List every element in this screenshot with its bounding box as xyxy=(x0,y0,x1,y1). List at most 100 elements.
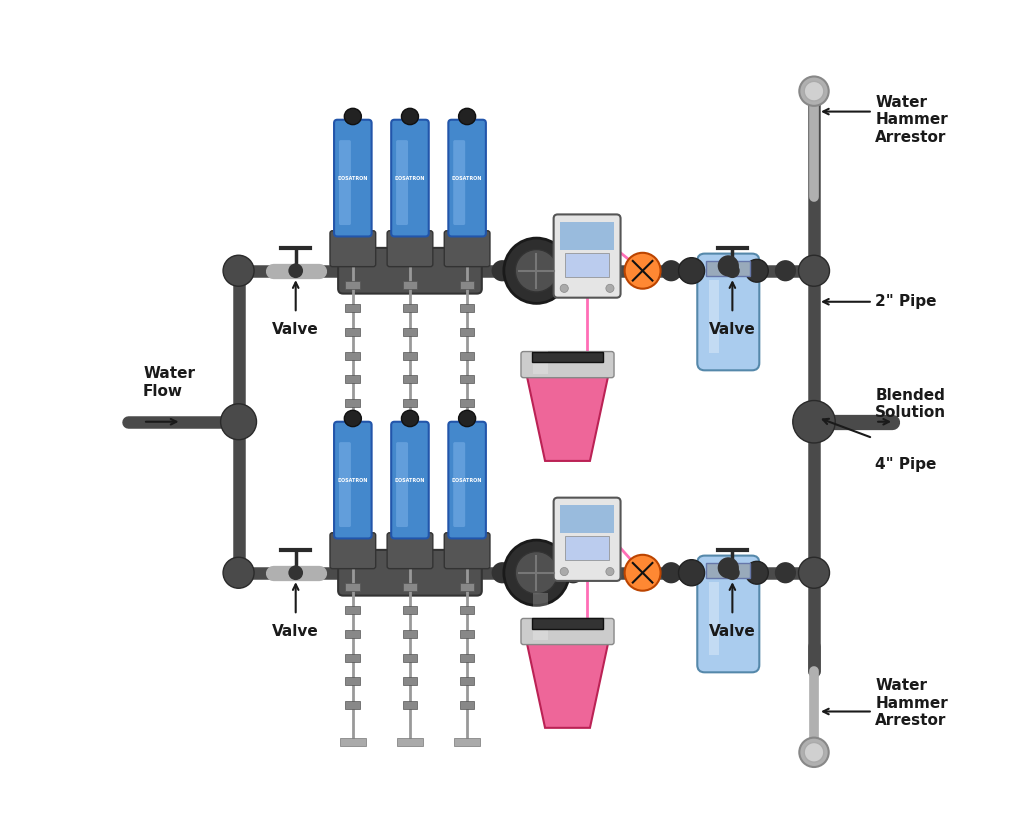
Text: Blended
Solution: Blended Solution xyxy=(876,387,946,420)
Bar xyxy=(340,738,366,746)
FancyBboxPatch shape xyxy=(339,140,351,225)
Ellipse shape xyxy=(459,108,475,124)
Circle shape xyxy=(800,76,828,106)
Bar xyxy=(460,375,474,383)
Circle shape xyxy=(515,250,558,292)
Bar xyxy=(397,436,423,444)
Bar xyxy=(460,304,474,312)
FancyBboxPatch shape xyxy=(330,231,376,267)
Bar xyxy=(460,654,474,662)
Circle shape xyxy=(508,562,529,583)
Circle shape xyxy=(799,557,829,588)
Bar xyxy=(340,436,366,444)
Bar xyxy=(345,281,360,289)
FancyBboxPatch shape xyxy=(521,618,614,645)
Text: DOSATRON: DOSATRON xyxy=(394,175,425,181)
Circle shape xyxy=(677,260,698,282)
FancyBboxPatch shape xyxy=(554,498,621,581)
FancyBboxPatch shape xyxy=(449,120,485,237)
Circle shape xyxy=(492,260,513,282)
Bar xyxy=(402,630,418,638)
Bar xyxy=(534,593,548,640)
Ellipse shape xyxy=(344,410,361,427)
FancyBboxPatch shape xyxy=(454,442,465,527)
Circle shape xyxy=(775,260,796,282)
Bar xyxy=(531,618,603,629)
Bar xyxy=(345,351,360,360)
Circle shape xyxy=(560,284,568,292)
Bar xyxy=(402,399,418,407)
Circle shape xyxy=(562,562,584,583)
Circle shape xyxy=(606,284,614,292)
Bar xyxy=(345,654,360,662)
Circle shape xyxy=(508,260,529,282)
Text: DOSATRON: DOSATRON xyxy=(394,477,425,482)
Ellipse shape xyxy=(401,108,419,124)
Circle shape xyxy=(677,562,698,583)
Bar xyxy=(402,328,418,336)
Bar xyxy=(345,677,360,686)
Circle shape xyxy=(562,260,584,282)
FancyBboxPatch shape xyxy=(334,422,372,538)
Bar xyxy=(460,582,474,590)
FancyBboxPatch shape xyxy=(554,215,621,297)
Bar xyxy=(460,606,474,614)
Bar xyxy=(402,351,418,360)
Bar xyxy=(402,606,418,614)
Bar xyxy=(454,738,480,746)
FancyBboxPatch shape xyxy=(521,351,614,378)
Bar xyxy=(402,654,418,662)
Text: Water
Hammer
Arrestor: Water Hammer Arrestor xyxy=(876,95,948,145)
Circle shape xyxy=(223,557,254,588)
Bar xyxy=(560,505,614,533)
Bar xyxy=(560,222,614,250)
Text: Valve: Valve xyxy=(272,624,319,639)
FancyBboxPatch shape xyxy=(697,555,760,672)
Bar xyxy=(565,253,609,277)
Bar xyxy=(345,399,360,407)
Bar xyxy=(709,280,719,353)
Circle shape xyxy=(799,256,829,287)
Circle shape xyxy=(679,258,705,284)
Circle shape xyxy=(725,264,739,278)
Bar xyxy=(402,677,418,686)
FancyBboxPatch shape xyxy=(454,140,465,225)
Text: Water
Hammer
Arrestor: Water Hammer Arrestor xyxy=(876,678,948,728)
Circle shape xyxy=(679,559,705,586)
Circle shape xyxy=(492,562,513,583)
FancyBboxPatch shape xyxy=(338,550,482,595)
Circle shape xyxy=(800,738,828,767)
Circle shape xyxy=(804,743,823,762)
Polygon shape xyxy=(526,642,608,728)
FancyBboxPatch shape xyxy=(334,120,372,237)
Polygon shape xyxy=(526,375,608,461)
Text: DOSATRON: DOSATRON xyxy=(338,175,368,181)
Bar xyxy=(460,281,474,289)
Bar xyxy=(534,327,548,373)
Circle shape xyxy=(660,562,682,583)
Bar xyxy=(460,701,474,709)
Circle shape xyxy=(504,540,569,605)
FancyBboxPatch shape xyxy=(391,422,429,538)
Circle shape xyxy=(718,256,739,277)
Circle shape xyxy=(660,260,682,282)
Bar xyxy=(345,630,360,638)
Circle shape xyxy=(775,562,796,583)
Circle shape xyxy=(560,568,568,576)
FancyBboxPatch shape xyxy=(391,120,429,237)
Text: Valve: Valve xyxy=(709,322,756,337)
Bar xyxy=(709,581,719,655)
Bar xyxy=(531,351,603,362)
FancyBboxPatch shape xyxy=(387,532,433,568)
FancyBboxPatch shape xyxy=(330,532,376,568)
Ellipse shape xyxy=(459,410,475,427)
Circle shape xyxy=(745,561,768,584)
Text: DOSATRON: DOSATRON xyxy=(338,477,368,482)
Circle shape xyxy=(546,260,567,282)
FancyBboxPatch shape xyxy=(697,254,760,370)
Circle shape xyxy=(746,562,767,583)
Circle shape xyxy=(804,81,823,101)
Text: 4" Pipe: 4" Pipe xyxy=(876,457,937,472)
Circle shape xyxy=(725,565,739,580)
Bar xyxy=(707,563,751,577)
